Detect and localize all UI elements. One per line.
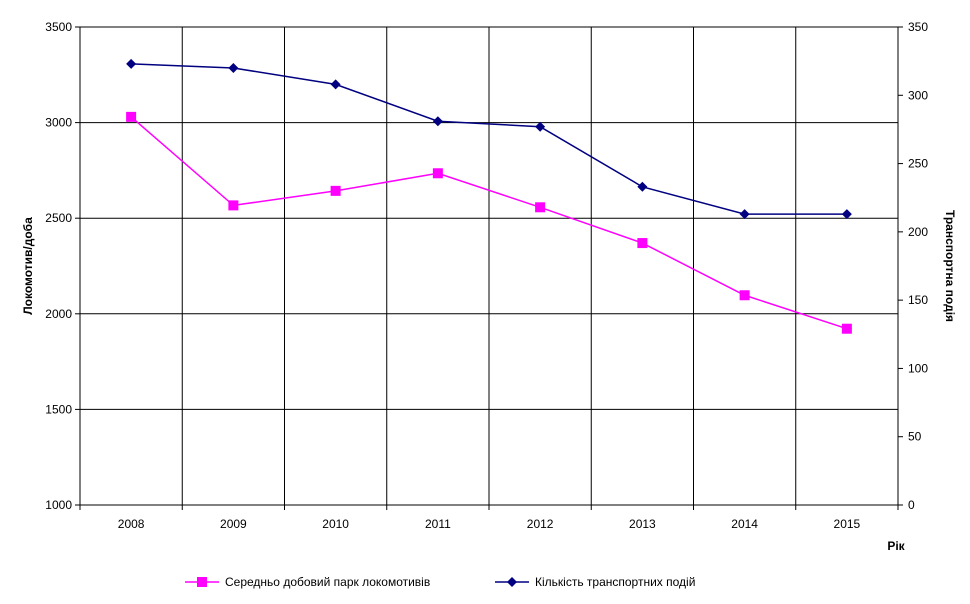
data-point-series-0 xyxy=(330,185,341,196)
tick-label-x: 2012 xyxy=(527,517,554,531)
left-axis-ticks: 1000 1500 2000 2500 3000 3500 xyxy=(45,20,80,512)
data-point-series-0 xyxy=(126,111,137,122)
tick-label-left: 3500 xyxy=(45,20,72,34)
tick-label-left: 1000 xyxy=(45,498,72,512)
tick-label-left: 2000 xyxy=(45,307,72,321)
series-line-0 xyxy=(130,116,848,330)
series-group xyxy=(126,58,852,334)
tick-label-x: 2010 xyxy=(322,517,349,531)
tick-label-left: 3000 xyxy=(45,116,72,130)
tick-label-right: 0 xyxy=(908,498,915,512)
legend-label-0: Середньо добовий парк локомотивів xyxy=(225,575,430,589)
data-point-series-1 xyxy=(841,209,852,220)
tick-label-right: 200 xyxy=(908,225,928,239)
data-point-series-1 xyxy=(535,121,546,132)
tick-label-right: 50 xyxy=(908,430,922,444)
data-point-series-1 xyxy=(637,181,648,192)
tick-label-x: 2015 xyxy=(834,517,861,531)
tick-label-x: 2011 xyxy=(425,517,451,531)
data-point-series-0 xyxy=(637,238,648,249)
gridlines xyxy=(80,26,898,506)
tick-label-right: 100 xyxy=(908,361,928,375)
legend-marker-0 xyxy=(197,577,207,587)
tick-label-left: 2500 xyxy=(45,211,72,225)
tick-label-x: 2008 xyxy=(118,517,145,531)
data-point-series-0 xyxy=(841,323,852,334)
tick-label-right: 150 xyxy=(908,293,928,307)
data-point-series-1 xyxy=(228,62,239,73)
tick-label-x: 2009 xyxy=(220,517,247,531)
tick-label-right: 250 xyxy=(908,157,928,171)
legend-label-1: Кількість транспортних подій xyxy=(535,575,695,589)
series-line-1 xyxy=(131,63,847,215)
tick-label-right: 350 xyxy=(908,20,928,34)
data-point-series-0 xyxy=(739,290,750,301)
data-point-series-0 xyxy=(228,200,239,211)
data-point-series-1 xyxy=(126,58,137,69)
legend: Середньо добовий парк локомотивів Кількіс… xyxy=(185,575,695,589)
data-point-series-1 xyxy=(330,79,341,90)
right-axis-ticks: 0 50 100 150 200 250 300 350 xyxy=(898,20,928,512)
y-axis-left-title: Локомотив/доба xyxy=(21,217,35,315)
tick-label-right: 300 xyxy=(908,88,928,102)
data-point-series-0 xyxy=(535,202,546,213)
legend-marker-1 xyxy=(507,577,517,587)
x-axis-ticks: 2008 2009 2010 2011 2012 2013 2014 2015 xyxy=(79,505,899,531)
tick-label-x: 2013 xyxy=(629,517,656,531)
y-axis-right-title: Транспортна подія xyxy=(943,210,957,322)
data-point-series-1 xyxy=(739,209,750,220)
x-axis-title: Рік xyxy=(887,539,905,553)
tick-label-left: 1500 xyxy=(45,402,72,416)
data-point-series-0 xyxy=(432,168,443,179)
data-point-series-1 xyxy=(432,116,443,127)
tick-label-x: 2014 xyxy=(731,517,758,531)
